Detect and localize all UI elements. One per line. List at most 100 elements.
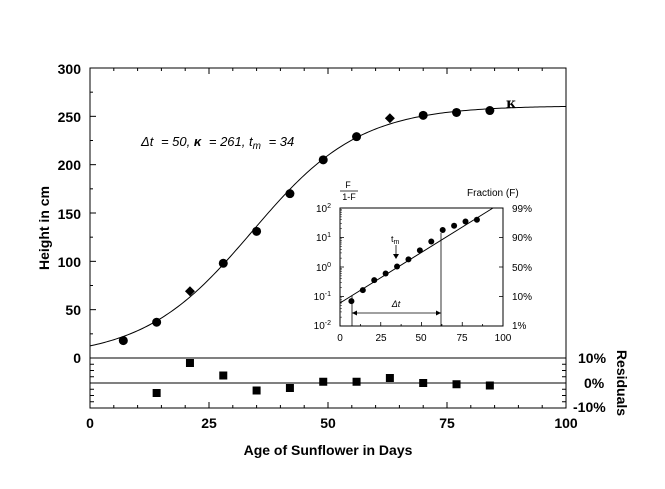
inset-data-point — [428, 238, 435, 245]
annot-tm-sub: m — [253, 141, 261, 152]
inset-right-tick-label: 1% — [512, 321, 527, 332]
data-point — [418, 110, 428, 120]
inset-right-tick-label: 50% — [512, 263, 532, 274]
x-tick-label: 50 — [320, 415, 336, 431]
inset-right-tick-label: 90% — [512, 233, 532, 244]
inset-y-tick-base: 10 — [316, 263, 328, 274]
inset-data-point — [348, 298, 355, 305]
y-tick-label: 250 — [58, 109, 82, 125]
inset-y-tick-base: 10 — [316, 233, 328, 244]
inset-y-tick-base: 10 — [314, 321, 326, 332]
y-axis-title: Height in cm — [36, 186, 52, 270]
data-point — [118, 336, 128, 346]
kappa-label: κ — [506, 96, 517, 112]
inset-tm-main: t — [391, 234, 394, 244]
x-tick-label: 25 — [201, 415, 217, 431]
inset-dt-label: Δt — [391, 299, 401, 309]
annot-eq2: = 261, — [209, 134, 246, 149]
inset-data-point — [405, 256, 412, 263]
y-tick-label: 50 — [65, 302, 81, 318]
inset-y-tick-base: 10 — [314, 292, 326, 303]
annot-eq1: = 50, — [161, 134, 190, 149]
data-point — [318, 155, 328, 165]
data-point — [152, 317, 162, 327]
residual-point — [152, 389, 161, 397]
inset-data-point — [359, 287, 366, 294]
inset-fit-line — [339, 207, 494, 304]
inset-y-tick-label: 10-2 — [314, 320, 331, 332]
inset-data-point — [439, 226, 446, 233]
inset-y-tick-exp: -2 — [325, 320, 331, 327]
inset-right-tick-label: 99% — [512, 204, 532, 215]
inset-x-tick-label: 100 — [495, 333, 512, 344]
inset-data-point — [462, 218, 469, 225]
inset-frame — [339, 207, 504, 327]
residual-point — [252, 386, 261, 395]
data-point — [252, 226, 262, 236]
inset-y-tick-exp: 2 — [327, 203, 331, 210]
y-tick-label: 200 — [58, 157, 82, 173]
data-point — [485, 106, 495, 116]
inset-axis-ticks — [339, 207, 504, 327]
inset-logit-plot: F 1-F Fraction (F) 102 101 100 10-1 10-2… — [314, 180, 532, 344]
annot-eq3: = 34 — [269, 134, 295, 149]
residual-tick-label: 0% — [584, 375, 605, 391]
inset-data-point — [394, 263, 401, 270]
residuals-axis-title: Residuals — [614, 350, 630, 416]
inset-data-point — [451, 222, 458, 229]
x-tick-label: 100 — [554, 415, 578, 431]
inset-dt-arrow-right — [436, 310, 441, 316]
inset-left-label-top: F — [345, 180, 351, 190]
residual-point — [219, 371, 228, 380]
inset-tm-arrowhead — [393, 254, 399, 259]
y-tick-label: 100 — [58, 254, 82, 270]
inset-x-tick-label: 75 — [456, 333, 468, 344]
inset-dt-arrow-left — [352, 310, 357, 316]
residual-data-points — [152, 359, 494, 397]
fit-parameters-annotation: Δt = 50, κ = 261, tm = 34 — [140, 134, 294, 152]
inset-x-tick-label: 50 — [415, 333, 427, 344]
residual-point — [185, 359, 194, 367]
data-point — [352, 132, 362, 142]
residual-point — [385, 374, 394, 382]
inset-tm-label: tm — [391, 234, 400, 246]
residual-point — [452, 380, 461, 389]
annot-dt: Δt — [140, 134, 155, 149]
residual-point — [485, 381, 494, 390]
data-point — [218, 258, 228, 268]
inset-y-tick-base: 10 — [316, 204, 328, 215]
residual-point — [419, 379, 428, 387]
inset-x-tick-label: 0 — [337, 333, 343, 344]
residual-point — [285, 384, 294, 392]
inset-y-tick-label: 102 — [316, 203, 331, 215]
inset-y-tick-label: 10-1 — [314, 291, 331, 303]
inset-right-label: Fraction (F) — [467, 188, 519, 199]
inset-y-tick-label: 101 — [316, 232, 331, 244]
inset-data-point — [473, 216, 480, 223]
inset-data-point — [416, 247, 423, 254]
residual-tick-label: -10% — [573, 399, 606, 415]
residual-point — [319, 377, 328, 386]
inset-right-tick-label: 10% — [512, 292, 532, 303]
inset-tm-sub: m — [394, 239, 400, 246]
residual-point — [352, 377, 361, 386]
x-axis-title: Age of Sunflower in Days — [244, 442, 413, 458]
inset-left-label-bottom: 1-F — [342, 192, 356, 202]
y-tick-label: 300 — [58, 61, 82, 77]
main-axis-ticks — [89, 67, 567, 408]
x-tick-label: 75 — [439, 415, 455, 431]
inset-y-tick-label: 100 — [316, 262, 331, 274]
y-tick-label: 0 — [73, 350, 81, 366]
inset-y-tick-exp: -1 — [325, 291, 331, 298]
y-tick-label: 150 — [58, 206, 82, 222]
x-tick-label: 0 — [86, 415, 94, 431]
inset-x-tick-label: 25 — [375, 333, 387, 344]
data-point — [452, 107, 462, 117]
inset-data-points — [348, 216, 480, 305]
data-point-diamond — [184, 286, 195, 297]
inset-y-tick-exp: 1 — [327, 232, 331, 239]
residual-axis-ticks — [90, 357, 566, 409]
data-point — [285, 189, 295, 199]
residual-tick-label: 10% — [578, 350, 607, 366]
